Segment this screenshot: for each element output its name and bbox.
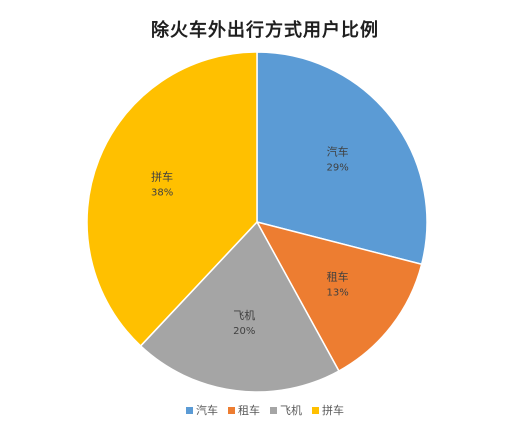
legend-swatch — [312, 406, 319, 414]
pie-slice-4 — [86, 51, 258, 347]
slice-value-label: 13% — [326, 288, 348, 299]
slice-category-label: 汽车 — [327, 144, 349, 158]
slice-category-label: 飞机 — [233, 308, 255, 322]
slice-category-label: 拼车 — [151, 169, 173, 183]
legend-label: 飞机 — [280, 404, 302, 417]
legend-label: 租车 — [238, 404, 260, 417]
slice-value-label: 38% — [151, 187, 173, 198]
legend-swatch — [270, 406, 277, 414]
chart-legend: 汽车 租车 飞机 拼车 — [0, 402, 530, 418]
legend-label: 拼车 — [322, 404, 344, 417]
legend-item: 飞机 — [270, 402, 302, 418]
pie-slice-3 — [139, 220, 340, 393]
slice-value-label: 20% — [233, 326, 255, 337]
pie-slice-2 — [255, 220, 423, 372]
legend-swatch — [186, 406, 193, 414]
legend-swatch — [228, 406, 235, 414]
legend-item: 汽车 — [186, 402, 218, 418]
legend-item: 拼车 — [312, 402, 344, 418]
slice-category-label: 租车 — [327, 270, 349, 284]
chart-title: 除火车外出行方式用户比例 — [151, 20, 379, 41]
legend-label: 汽车 — [196, 404, 218, 417]
pie-slice-1 — [256, 51, 428, 266]
slice-value-label: 29% — [326, 162, 348, 173]
legend-item: 租车 — [228, 402, 260, 418]
